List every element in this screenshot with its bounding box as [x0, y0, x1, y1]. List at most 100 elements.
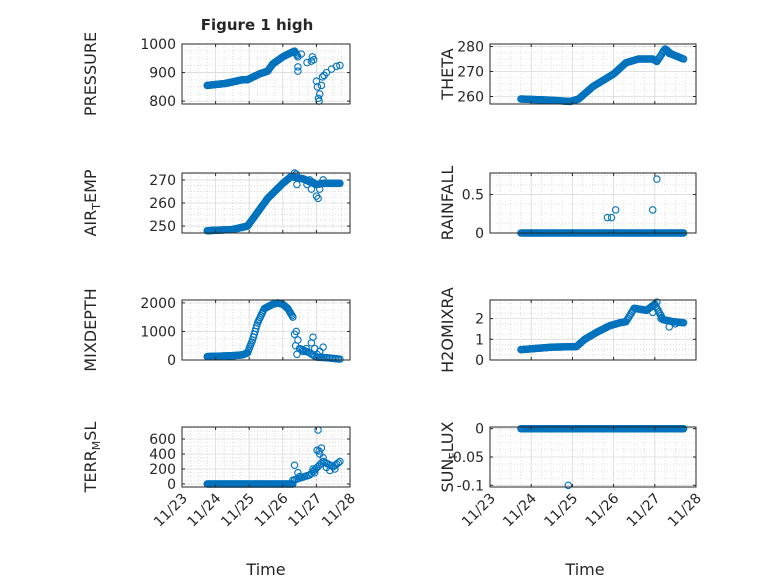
data-point [326, 466, 334, 475]
y-tick-label: 0 [475, 353, 484, 369]
data-point [319, 343, 327, 351]
data-point [289, 313, 297, 321]
y-axis-label: RAINFALL [438, 166, 457, 241]
data-point [657, 314, 665, 323]
data-point [648, 308, 657, 317]
data-point [336, 457, 344, 466]
x-tick-label: 11/27 [285, 491, 325, 531]
data-point [309, 333, 317, 341]
data-point [288, 311, 296, 320]
data-point [319, 453, 327, 462]
data-point [564, 481, 573, 490]
data-point [316, 185, 324, 193]
y-tick-label: 270 [149, 173, 176, 189]
y-axis-label: H2OMIXRA [438, 287, 457, 373]
data-point [292, 170, 300, 178]
data-point [303, 58, 311, 67]
data-point [309, 55, 318, 64]
data-point [307, 185, 316, 193]
data-point [653, 175, 661, 183]
x-tick-label: 11/28 [319, 491, 359, 531]
y-tick-label: 800 [149, 94, 176, 110]
series-markers [203, 299, 344, 363]
y-tick-label: 2 [475, 312, 484, 328]
y-axis-label: MIXDEPTH [81, 288, 100, 371]
data-point [665, 49, 673, 58]
y-tick-label: 1 [475, 332, 484, 348]
y-tick-label: 250 [149, 219, 176, 235]
data-point [653, 298, 661, 306]
x-tick-label: 11/26 [252, 490, 292, 530]
x-tick-label: 11/25 [541, 491, 581, 531]
data-point [293, 180, 301, 189]
data-point [314, 194, 322, 203]
subplot-mixdepth: 0 1000 2000 MIXDEPTH [81, 288, 351, 372]
axes-box [181, 426, 351, 488]
data-point [291, 341, 300, 350]
x-tick-label: 11/26 [583, 490, 623, 530]
data-point [294, 468, 302, 477]
y-tick-label: -0.1 [457, 478, 484, 494]
y-tick-label: 400 [149, 447, 176, 463]
figure-title: Figure 1 high [201, 16, 314, 34]
data-point [671, 320, 680, 328]
x-tick-label: 11/23 [151, 491, 191, 531]
y-tick-label: 2000 [140, 296, 176, 312]
y-axis-label: AIRTEMP [81, 169, 103, 236]
data-point [319, 176, 327, 184]
y-tick-label: 280 [457, 40, 484, 56]
data-point [316, 90, 324, 98]
x-axis-label: Time [245, 560, 285, 579]
subplot-h2omixra: 0 1 2 H2OMIXRA [438, 287, 697, 373]
data-point [292, 327, 300, 336]
x-tick-label: 11/24 [185, 490, 225, 530]
data-point [611, 206, 620, 214]
y-tick-label: 0 [167, 353, 176, 369]
data-point [293, 51, 301, 60]
subplot-pressure: 800 900 1000 PRESSURE [81, 32, 351, 116]
data-point [322, 68, 331, 77]
data-point [332, 62, 341, 71]
y-tick-label: 260 [457, 90, 484, 106]
data-point [297, 50, 306, 58]
data-point [312, 77, 321, 85]
x-axis-label: Time [564, 560, 604, 579]
series-markers [203, 47, 344, 105]
subplot-rainfall: 0 0.5 RAINFALL [438, 166, 697, 242]
x-tick-label: 11/28 [665, 491, 705, 531]
x-tick-label: 11/25 [218, 491, 258, 531]
data-point [648, 206, 657, 214]
data-point [336, 355, 344, 363]
data-point [318, 73, 327, 81]
y-tick-label: 0 [167, 477, 176, 493]
y-tick-label: 0 [475, 422, 484, 438]
data-point [314, 94, 323, 103]
series-markers [203, 169, 344, 235]
data-point [310, 468, 319, 477]
axes-box [489, 43, 697, 105]
x-tick-label: 11/24 [500, 490, 540, 530]
data-point [665, 323, 673, 331]
y-tick-label: 900 [149, 66, 176, 82]
y-tick-label: 260 [149, 196, 176, 212]
axes-box [181, 299, 351, 361]
y-tick-label: 200 [149, 462, 176, 478]
y-tick-label: 0 [475, 226, 484, 242]
axes-box [489, 299, 697, 361]
data-point [309, 465, 317, 473]
data-point [679, 55, 688, 63]
data-point [336, 179, 344, 188]
y-axis-label: SUNFLUX [438, 421, 460, 492]
x-tick-label: 11/27 [624, 491, 664, 531]
data-point [290, 461, 299, 469]
data-point [295, 472, 304, 481]
axes-box [489, 172, 697, 234]
y-axis-label: THETA [438, 48, 457, 100]
data-point [334, 459, 342, 467]
data-point [294, 67, 302, 75]
data-point [317, 81, 326, 90]
data-point [302, 344, 311, 353]
